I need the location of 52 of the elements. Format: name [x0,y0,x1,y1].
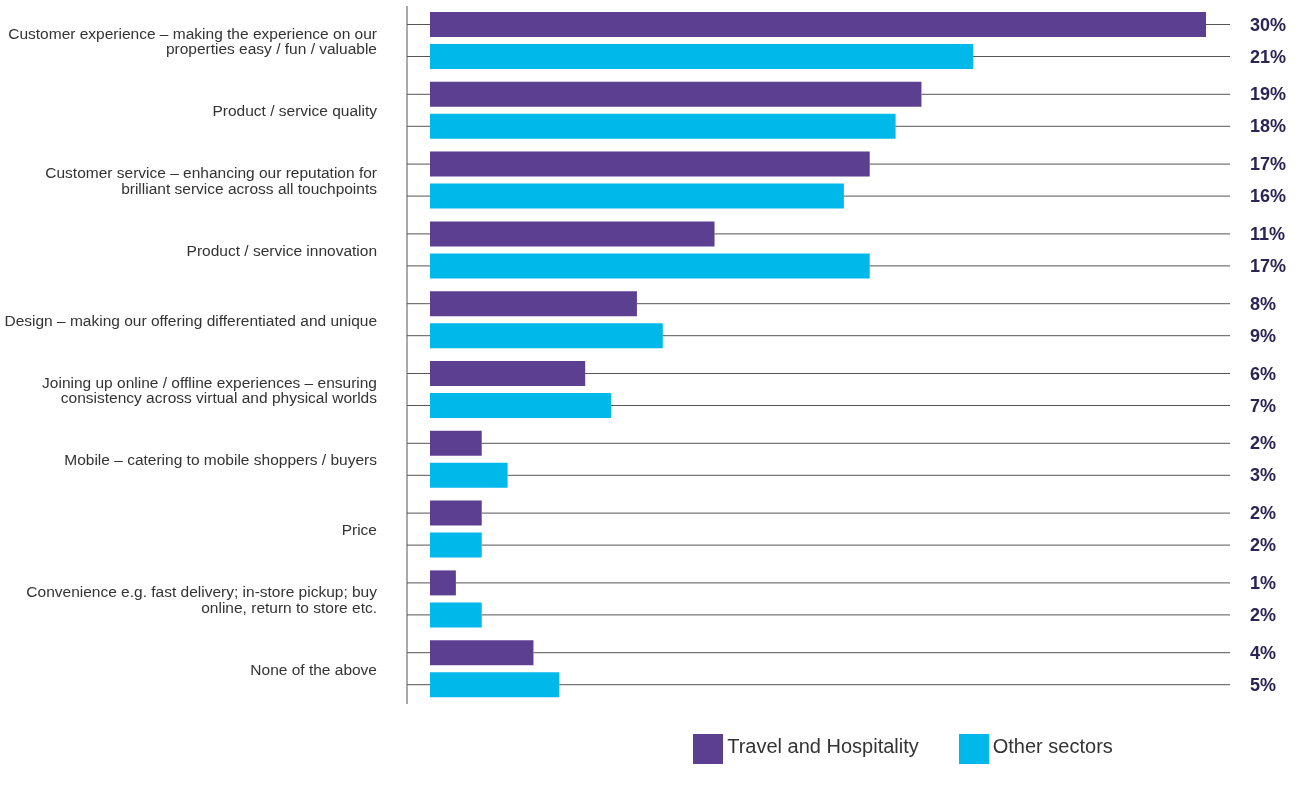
legend-label: Travel and Hospitality [727,735,919,758]
y-tick-label: Convenience e.g. fast delivery; in-store pickup; buy online, return to store etc. [26,583,378,616]
bar [430,602,482,628]
data-label: 17% [1250,255,1287,276]
bar [430,393,612,418]
bar [430,253,870,279]
data-label: 30% [1250,14,1287,35]
bar [430,532,482,558]
data-label: 1% [1250,572,1277,593]
bar [430,462,508,488]
data-label: 19% [1250,84,1287,105]
y-tick-label: None of the above [250,660,377,678]
data-label: 11% [1250,223,1286,244]
data-label: 2% [1250,503,1277,524]
data-label: 9% [1250,325,1277,346]
data-label: 4% [1250,642,1277,663]
bar [430,44,974,69]
bar [430,221,715,247]
data-label: 5% [1250,674,1277,695]
y-tick-label: Joining up online / offline experiences – ensuring consistency across virtual and physical worlds [42,373,378,407]
y-tick-label: Mobile – catering to mobile shoppers / buyers [64,451,378,469]
data-label: 7% [1250,395,1277,416]
bar [430,151,870,177]
bar [430,183,844,209]
bar [430,672,560,698]
legend-label: Other sectors [992,735,1113,758]
data-label: 2% [1250,535,1277,556]
data-label: 17% [1250,154,1287,175]
data-label: 16% [1250,186,1287,207]
bar [430,323,663,349]
data-label: 6% [1250,363,1277,384]
bar [430,113,896,139]
bar [430,430,482,456]
data-label: 3% [1250,465,1277,486]
y-tick-label: Price [341,521,377,538]
bar [430,640,534,666]
data-label: 2% [1250,433,1277,454]
bar [430,81,922,107]
bar [430,361,586,386]
bar [430,500,482,526]
bar [430,291,637,317]
data-label: 2% [1250,604,1277,625]
y-tick-label: Customer experience – making the experience on our properties easy / fun / valuable [8,24,377,58]
y-tick-label: Product / service innovation [186,241,377,259]
y-tick-label: Product / service quality [212,102,378,120]
bar [430,12,1206,37]
data-label: 18% [1250,116,1287,137]
bar [430,570,456,596]
data-label: 8% [1250,293,1277,314]
y-tick-label: Design – making our offering differentiated and unique [4,311,377,329]
y-tick-label: Customer service – enhancing our reputation for brilliant service across all touchpoints [45,164,378,197]
data-label: 21% [1250,46,1287,67]
